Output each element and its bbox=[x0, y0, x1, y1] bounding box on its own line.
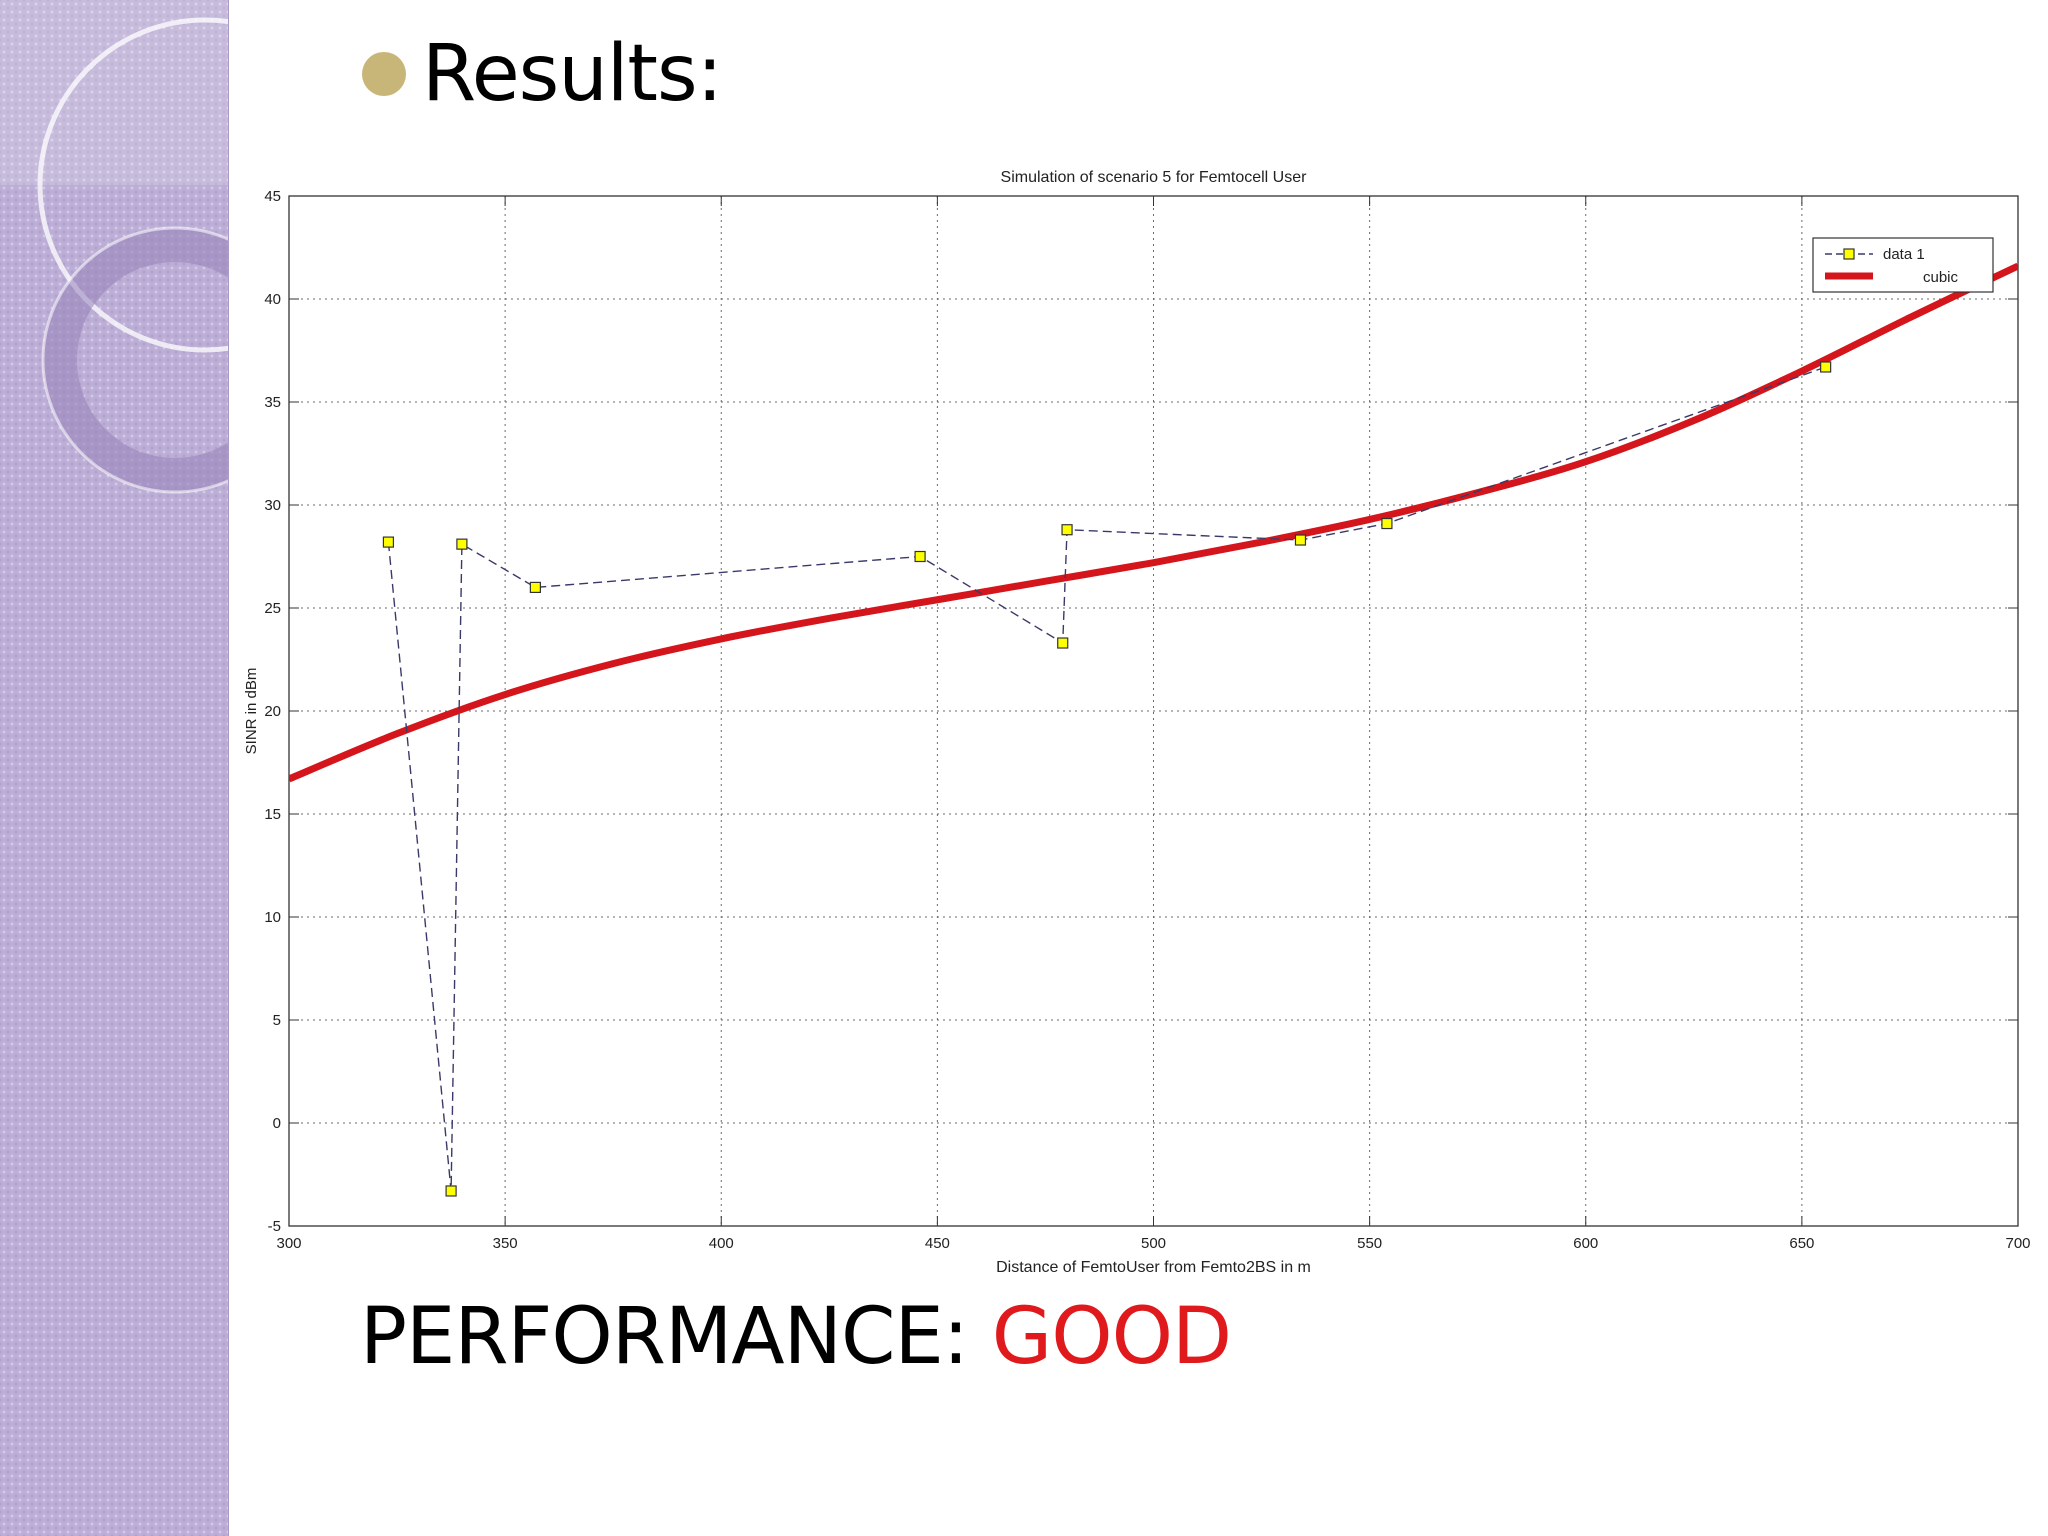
slide-title: Results: bbox=[422, 29, 723, 119]
y-tick-label: 25 bbox=[264, 600, 281, 617]
x-tick-label: 350 bbox=[493, 1235, 518, 1252]
series-data1-line bbox=[387, 366, 1826, 1192]
sidebar-rings bbox=[0, 0, 228, 494]
sidebar-decoration bbox=[0, 0, 229, 1536]
data1-point bbox=[445, 1185, 457, 1197]
data1-point bbox=[1381, 517, 1393, 530]
x-tick-label: 550 bbox=[1357, 1235, 1382, 1252]
data1-point bbox=[1294, 534, 1307, 546]
data1-point bbox=[1061, 524, 1073, 536]
sidebar-ring-large bbox=[37, 17, 228, 353]
data1-point bbox=[382, 536, 395, 548]
legend-cubic-label: cubic bbox=[1923, 269, 1959, 286]
sidebar-highlight-block bbox=[0, 0, 228, 185]
legend-data1-marker bbox=[1843, 248, 1855, 260]
performance-value: GOOD bbox=[991, 1292, 1232, 1382]
x-tick-label: 650 bbox=[1789, 1235, 1814, 1252]
data1-point bbox=[1057, 637, 1069, 649]
sidebar-ring-thick bbox=[43, 228, 228, 492]
x-tick-label: 700 bbox=[2005, 1235, 2030, 1252]
x-axis-label: Distance of FemtoUser from Femto2BS in m bbox=[996, 1259, 1311, 1276]
y-tick-label: 0 bbox=[273, 1115, 281, 1132]
y-tick-label: -5 bbox=[268, 1218, 281, 1235]
series-cubic-line bbox=[289, 262, 2018, 783]
x-tick-label: 300 bbox=[276, 1235, 301, 1252]
data1-point bbox=[914, 550, 926, 563]
legend-data1-label: data 1 bbox=[1883, 246, 1925, 263]
y-tick-label: 45 bbox=[264, 188, 281, 205]
chart-container: 300 350 400 450 500 550 600 650 700 -5 0 5 10 15 20 25 3… bbox=[230, 150, 2031, 1280]
sidebar-ring-outline bbox=[41, 226, 228, 494]
y-tick-label: 35 bbox=[264, 394, 281, 411]
slide-title-row: Results: bbox=[362, 24, 723, 124]
data1-point bbox=[456, 538, 468, 550]
x-tick-label: 450 bbox=[925, 1235, 950, 1252]
data1-point bbox=[529, 581, 541, 593]
chart-title: Simulation of scenario 5 for Femtocell U… bbox=[1001, 169, 1308, 186]
x-tick-label: 600 bbox=[1573, 1235, 1598, 1252]
y-tick-label: 20 bbox=[264, 703, 281, 720]
sinr-chart: 300 350 400 450 500 550 600 650 700 -5 0 5 10 15 20 25 3… bbox=[243, 169, 2031, 1276]
y-tick-label: 10 bbox=[264, 909, 281, 926]
x-tick-label: 400 bbox=[709, 1235, 734, 1252]
bullet-icon bbox=[362, 52, 406, 96]
x-tick-label: 500 bbox=[1141, 1235, 1166, 1252]
legend-box bbox=[1812, 237, 1994, 293]
y-tick-label: 15 bbox=[264, 806, 281, 823]
y-tick-label: 30 bbox=[264, 497, 281, 514]
y-tick-label: 5 bbox=[273, 1012, 281, 1029]
performance-line: PERFORMANCE: GOOD bbox=[360, 1292, 1232, 1382]
data1-point bbox=[1820, 361, 1832, 373]
y-axis-label: SINR in dBm bbox=[243, 668, 260, 755]
y-tick-label: 40 bbox=[264, 291, 281, 308]
performance-label: PERFORMANCE: bbox=[360, 1292, 992, 1382]
